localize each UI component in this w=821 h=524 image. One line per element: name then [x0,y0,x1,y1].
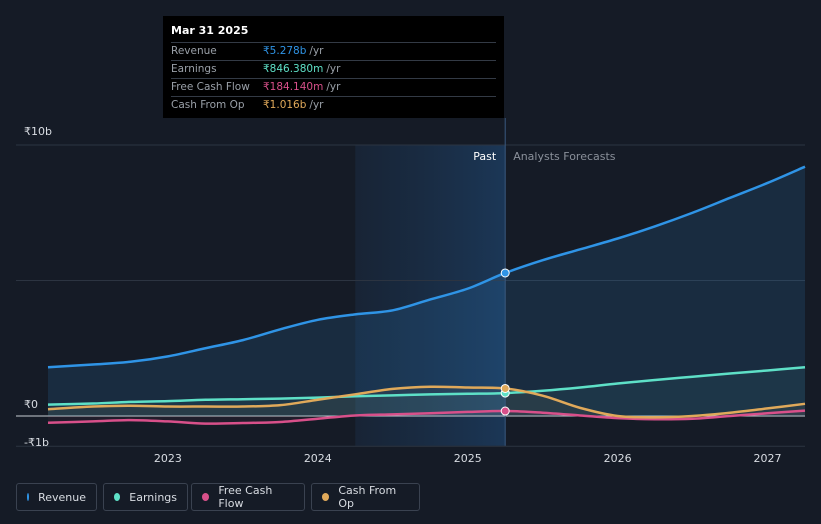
legend-item-revenue[interactable]: Revenue [16,483,97,511]
y-tick-label: -₹1b [24,436,49,449]
legend-dot-icon [322,493,330,501]
tooltip-row-cash-from-op: Cash From Op ₹1.016b /yr [171,96,496,114]
revenue-line [47,165,806,369]
legend-item-earnings[interactable]: Earnings [103,483,188,511]
legend-item-cash-from-op[interactable]: Cash From Op [311,483,420,511]
free-cash-flow-line [47,409,806,425]
tooltip: Mar 31 2025 Revenue ₹5.278b /yr Earnings… [163,16,504,118]
legend-dot-icon [114,493,121,501]
tooltip-label: Free Cash Flow [171,81,250,93]
legend-label: Revenue [38,490,86,504]
legend-dot-icon [27,493,30,501]
earnings-line [47,365,806,406]
tooltip-label: Earnings [171,63,217,75]
tooltip-date: Mar 31 2025 [171,24,249,37]
tooltip-value: ₹5.278b [263,45,307,57]
revenue-marker [500,268,510,278]
tooltip-value: ₹184.140m [263,81,324,93]
free-cash-flow-area [48,410,805,424]
y-tick-label: ₹0 [24,398,38,411]
past-label: Past [473,150,497,163]
cash-from-op-marker [500,383,510,393]
cash-from-op-line [47,385,806,419]
legend-label: Free Cash Flow [218,484,273,510]
tooltip-unit: /yr [326,63,341,75]
tooltip-value: ₹846.380m [263,63,324,75]
x-tick-label: 2026 [604,452,632,465]
tooltip-row-revenue: Revenue ₹5.278b /yr [171,42,496,60]
legend-item-free-cash-flow[interactable]: Free Cash Flow [191,483,305,511]
legend-label: Earnings [129,490,177,504]
tooltip-row-free-cash-flow: Free Cash Flow ₹184.140m /yr [171,78,496,96]
tooltip-value: ₹1.016b [263,99,307,111]
legend-dot-icon [202,493,210,501]
legend-label: Cash From Op [338,484,397,510]
earnings-area [48,367,805,416]
y-tick-label: ₹10b [24,125,52,138]
tooltip-label: Cash From Op [171,99,245,111]
tooltip-unit: /yr [326,81,341,93]
x-tick-label: 2023 [154,452,182,465]
tooltip-row-earnings: Earnings ₹846.380m /yr [171,60,496,78]
cash-from-op-area [48,386,805,418]
forecast-label: Analysts Forecasts [513,150,616,163]
free-cash-flow-marker [500,406,510,416]
tooltip-unit: /yr [309,99,324,111]
revenue-area [48,166,805,416]
tooltip-label: Revenue [171,45,217,57]
tooltip-unit: /yr [309,45,324,57]
x-tick-label: 2025 [454,452,482,465]
x-tick-label: 2027 [754,452,782,465]
x-tick-label: 2024 [304,452,332,465]
